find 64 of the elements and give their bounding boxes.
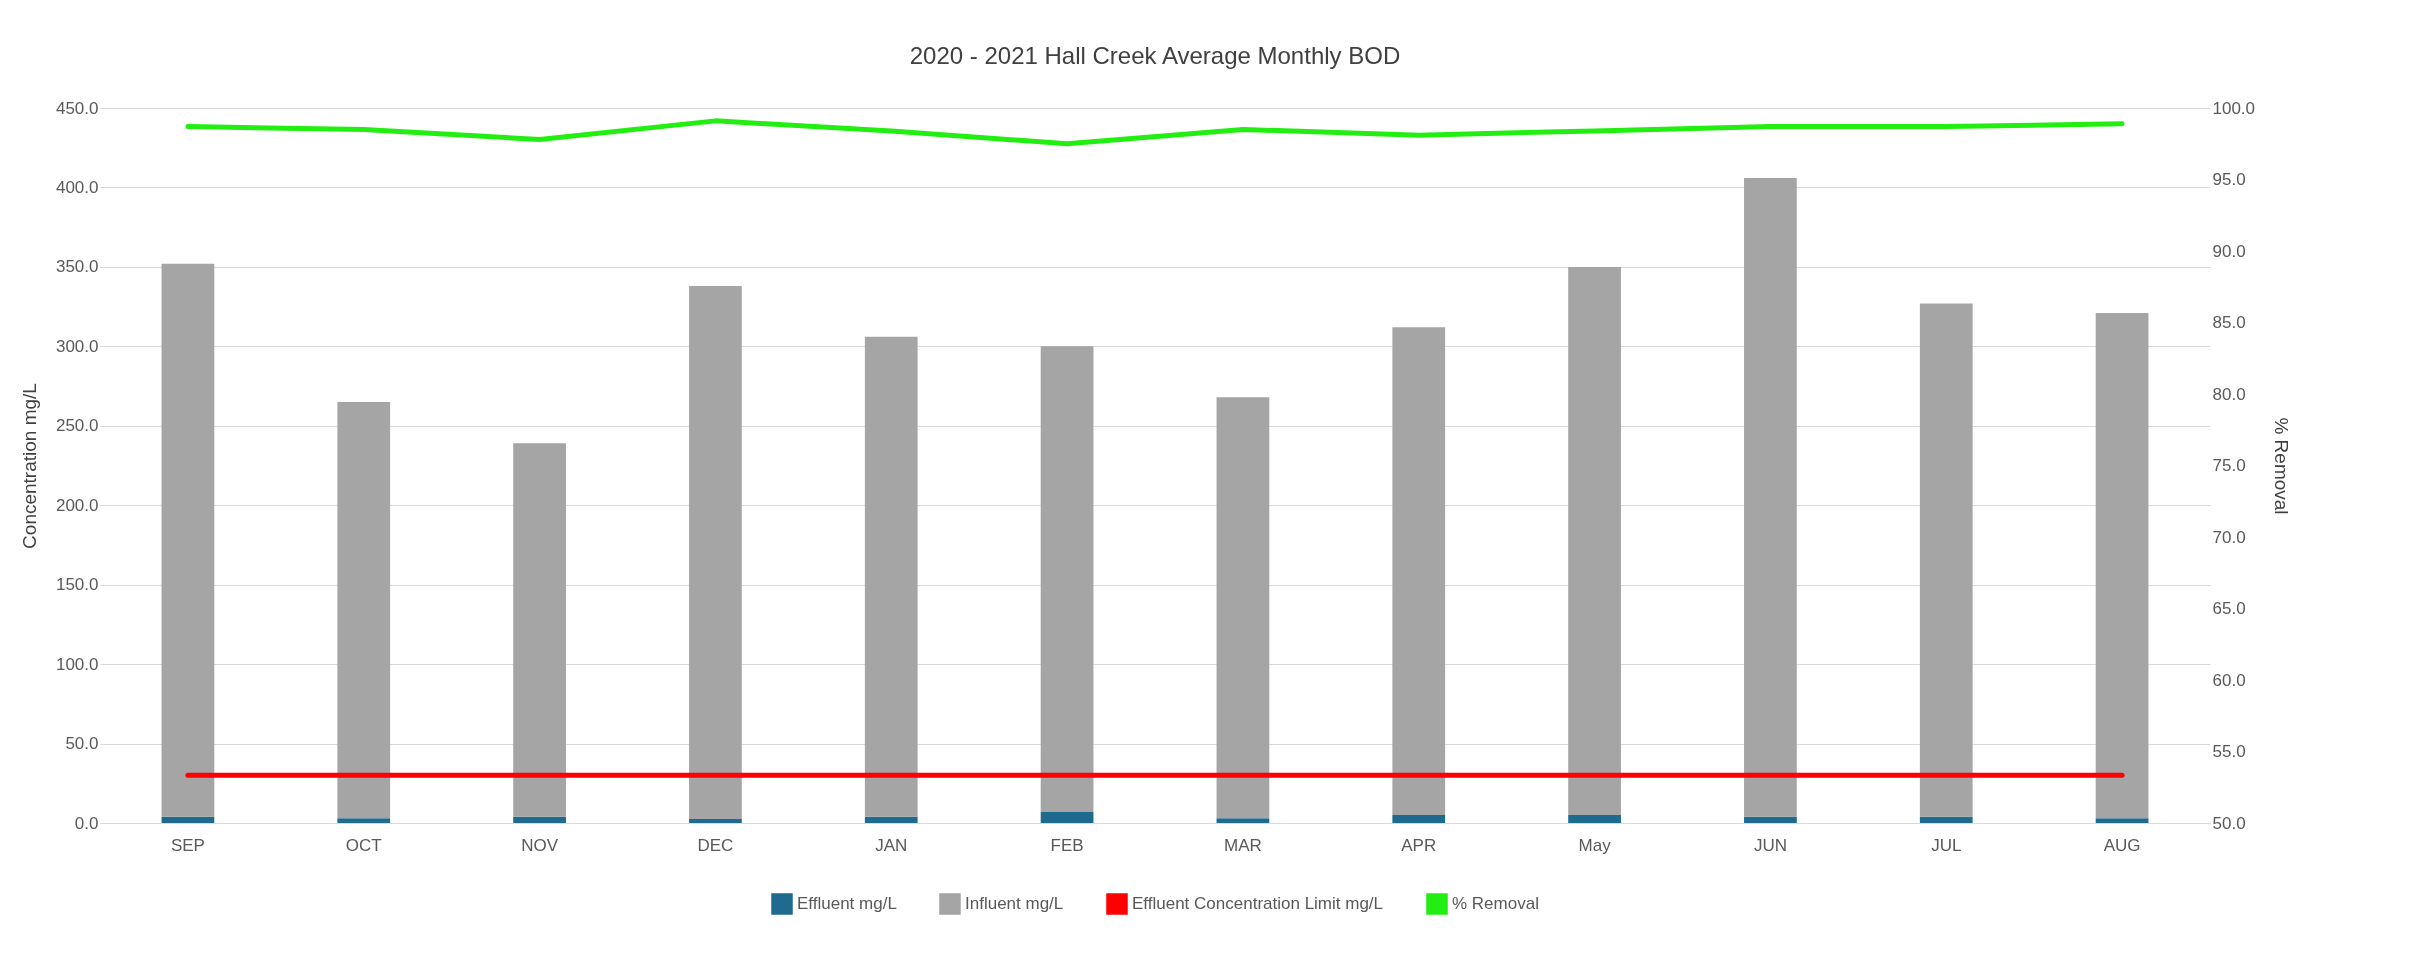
bar — [1568, 815, 1621, 823]
bar — [689, 819, 742, 823]
bar — [1744, 816, 1797, 823]
bar — [1392, 327, 1446, 816]
y2-tick-label: 65.0 — [2212, 599, 2246, 618]
y2-tick-label: 90.0 — [2212, 241, 2246, 261]
bar — [1568, 266, 1621, 816]
y-tick-label: 450.0 — [55, 98, 99, 118]
bar — [864, 816, 918, 823]
bar — [864, 336, 918, 817]
bar — [689, 285, 742, 820]
x-tick-label: May — [1578, 835, 1612, 855]
x-tick-label: JAN — [875, 835, 908, 855]
chart-title: 2020 - 2021 Hall Creek Average Monthly BOD — [909, 42, 1401, 69]
x-tick-label: FEB — [1050, 835, 1084, 855]
legend-label: % Removal — [1452, 894, 1539, 913]
bar — [1392, 815, 1446, 823]
y2-tick-label: 85.0 — [2212, 313, 2246, 332]
bar — [2095, 312, 2149, 819]
x-tick-label: JUL — [1931, 835, 1962, 855]
y-tick-label: 350.0 — [55, 257, 99, 277]
y2-tick-label: 60.0 — [2212, 670, 2246, 690]
y2-tick-label: 75.0 — [2212, 456, 2246, 475]
bar — [513, 443, 566, 817]
x-tick-label: OCT — [345, 835, 382, 855]
bar — [1919, 816, 1973, 823]
y-tick-label: 200.0 — [55, 495, 99, 515]
x-tick-label: AUG — [2103, 835, 2141, 855]
bar — [1216, 397, 1270, 819]
bar — [1040, 346, 1094, 812]
y-tick-label: 400.0 — [55, 177, 99, 197]
y-tick-label: 100.0 — [55, 654, 99, 674]
y-axis-title: Concentration mg/L — [18, 383, 40, 549]
bar — [1919, 303, 1973, 817]
bar — [337, 818, 391, 823]
y2-tick-label: 95.0 — [2212, 170, 2246, 189]
y2-tick-label: 55.0 — [2212, 742, 2246, 761]
y-tick-label: 150.0 — [55, 575, 99, 595]
x-tick-label: APR — [1401, 835, 1437, 855]
x-tick-label: DEC — [697, 835, 734, 855]
bar — [513, 816, 566, 823]
bar — [1216, 818, 1270, 823]
bar — [161, 816, 215, 823]
bar — [337, 401, 391, 819]
y2-tick-label: 100.0 — [2212, 98, 2256, 118]
y2-axis-title: % Removal — [2271, 417, 2293, 515]
y2-tick-label: 50.0 — [2212, 813, 2246, 833]
y-tick-label: 0.0 — [74, 813, 99, 833]
x-tick-label: NOV — [521, 835, 559, 855]
bar — [2095, 818, 2149, 823]
y-tick-label: 50.0 — [65, 734, 99, 754]
bar — [1744, 177, 1797, 817]
x-tick-label: MAR — [1224, 835, 1262, 855]
x-tick-label: JUN — [1753, 835, 1787, 855]
x-tick-label: SEP — [170, 835, 205, 855]
legend-label: Effluent Concentration Limit mg/L — [1132, 894, 1384, 913]
y-tick-label: 250.0 — [55, 416, 99, 436]
bar — [1040, 811, 1094, 823]
bar — [161, 263, 215, 817]
legend-label: Effluent mg/L — [797, 894, 897, 913]
y2-tick-label: 70.0 — [2212, 527, 2246, 547]
y2-tick-label: 80.0 — [2212, 384, 2246, 404]
legend-label: Influent mg/L — [965, 894, 1064, 913]
y-tick-label: 300.0 — [55, 336, 99, 356]
